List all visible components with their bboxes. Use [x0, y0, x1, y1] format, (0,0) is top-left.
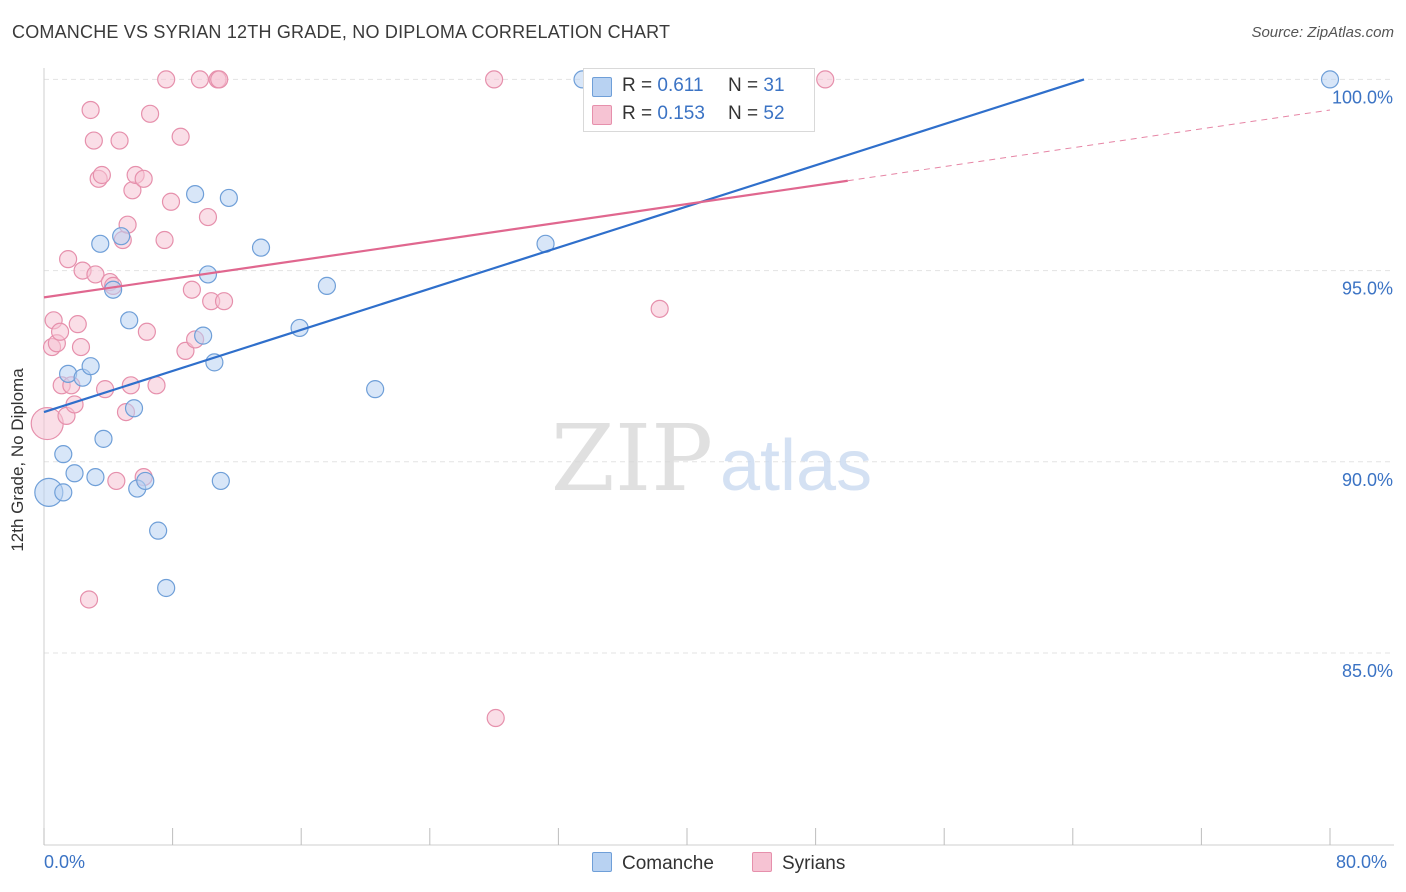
syrians-point — [182, 280, 201, 299]
gridlines — [44, 78, 1394, 654]
syrians-point — [161, 192, 181, 211]
comanche-point — [124, 399, 144, 418]
y-tick-label: 85.0% — [1342, 661, 1393, 681]
syrians-trend-line — [43, 179, 848, 299]
comanche-legend-swatch — [592, 852, 612, 872]
comanche-point — [94, 429, 113, 448]
syrians-swatch — [592, 105, 612, 125]
legend-row-syrians: R = 0.153 N = 52 — [584, 100, 814, 128]
comanche-point — [251, 238, 271, 257]
syrians-point — [147, 376, 166, 395]
stats-legend: R = 0.611 N = 31 R = 0.153 N = 52 — [583, 68, 815, 132]
syrians-point — [71, 337, 91, 357]
axes — [43, 68, 1394, 846]
syrians-point — [68, 315, 87, 334]
x-tick-min: 0.0% — [44, 852, 86, 872]
syrians-point — [190, 70, 210, 89]
source-credit: Source: ZipAtlas.com — [1251, 24, 1394, 41]
y-tick-labels: 100.0% 95.0% 90.0% 85.0% — [1332, 87, 1393, 681]
comanche-point — [157, 578, 176, 598]
comanche-point — [54, 445, 73, 464]
comanche-legend-label: Comanche — [622, 853, 714, 874]
bottom-legend-syrians: Syrians — [752, 852, 845, 875]
syrians-point — [140, 104, 160, 123]
syrians-point — [79, 590, 99, 609]
syrians-point — [107, 471, 126, 491]
syrians-point — [81, 100, 100, 120]
syrians-point — [92, 165, 111, 185]
comanche-trend-line — [43, 78, 1085, 414]
comanche-point — [112, 227, 131, 246]
syrians-point — [171, 127, 190, 146]
syrians-point — [210, 70, 229, 89]
x-tick-max: 80.0% — [1336, 852, 1388, 872]
syrians-point — [485, 70, 504, 89]
syrians-point — [214, 292, 234, 311]
comanche-swatch — [592, 77, 612, 97]
comanche-point — [366, 380, 385, 399]
watermark-atlas: atlas — [720, 426, 872, 506]
comanche-point — [211, 471, 230, 491]
comanche-point — [104, 280, 123, 299]
syrians-trend-extension — [847, 109, 1331, 182]
chart-title: COMANCHE VS SYRIAN 12TH GRADE, NO DIPLOM… — [12, 22, 671, 42]
comanche-point — [136, 471, 155, 491]
n-label: N = — [728, 75, 764, 96]
syrians-point — [59, 250, 78, 269]
watermark-zip: ZIP — [551, 405, 713, 512]
y-tick-label: 90.0% — [1342, 470, 1393, 490]
r-value-comanche: 0.611 — [657, 75, 704, 96]
trend-lines — [43, 78, 1331, 414]
n-label: N = — [728, 103, 764, 124]
comanche-point — [65, 464, 84, 483]
comanche-point — [219, 188, 238, 208]
syrians-point — [84, 131, 103, 150]
syrians-points — [30, 70, 835, 728]
comanche-point — [54, 483, 73, 502]
syrians-point — [155, 230, 174, 250]
comanche-points — [34, 70, 1340, 598]
comanche-point — [120, 311, 139, 330]
comanche-point — [91, 234, 110, 253]
syrians-point — [86, 265, 105, 284]
r-label: R = — [622, 75, 658, 96]
n-value-comanche: 31 — [763, 75, 785, 96]
comanche-point — [149, 521, 168, 540]
r-label: R = — [622, 103, 658, 124]
syrians-point — [650, 299, 669, 318]
syrians-point — [137, 322, 156, 341]
syrians-point — [157, 70, 176, 89]
y-tick-label: 100.0% — [1332, 87, 1393, 107]
comanche-point — [1320, 70, 1340, 89]
comanche-point — [81, 357, 100, 376]
bottom-legend-comanche: Comanche — [592, 852, 714, 875]
comanche-point — [194, 326, 213, 345]
syrians-point — [134, 169, 153, 188]
syrians-point — [486, 708, 505, 728]
legend-n-syrians: N = 52 — [728, 103, 785, 125]
comanche-point — [317, 276, 337, 295]
syrians-legend-swatch — [752, 852, 772, 872]
comanche-point — [86, 467, 105, 487]
n-value-syrians: 52 — [763, 103, 785, 124]
r-value-syrians: 0.153 — [657, 103, 705, 124]
legend-r-comanche: R = 0.611 — [622, 75, 704, 97]
comanche-point — [186, 185, 205, 204]
syrians-point — [50, 322, 70, 341]
y-tick-label: 95.0% — [1342, 279, 1393, 299]
syrians-point — [198, 207, 218, 227]
syrians-point — [110, 131, 129, 150]
syrians-legend-label: Syrians — [782, 853, 846, 874]
legend-n-comanche: N = 31 — [728, 75, 785, 97]
legend-r-syrians: R = 0.153 — [622, 103, 705, 125]
syrians-point — [816, 70, 835, 89]
legend-row-comanche: R = 0.611 N = 31 — [584, 72, 814, 100]
